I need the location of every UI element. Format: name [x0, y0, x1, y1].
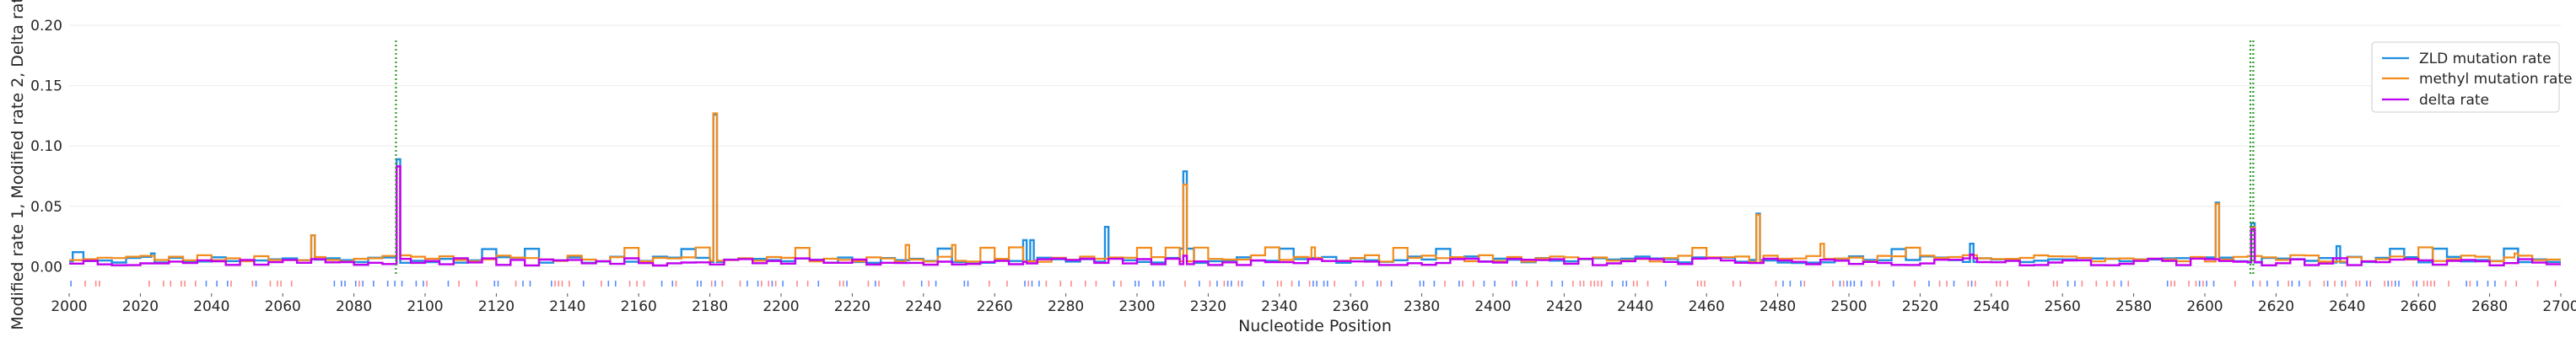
y-axis-ticks: 0.00 0.05 0.10 0.15 0.20	[30, 18, 62, 276]
x-tick-label: 2140	[549, 298, 585, 315]
x-tick-label: 2060	[265, 298, 301, 315]
x-axis-title: Nucleotide Position	[1238, 317, 1392, 335]
series-line-delta	[69, 165, 2561, 267]
x-tick-label: 2680	[2471, 298, 2508, 315]
x-tick-label: 2480	[1760, 298, 1796, 315]
x-tick-label: 2560	[2045, 298, 2081, 315]
x-tick-label: 2660	[2401, 298, 2437, 315]
x-tick-label: 2360	[1333, 298, 1369, 315]
x-tick-label: 2500	[1830, 298, 1867, 315]
x-tick-label: 2280	[1048, 298, 1084, 315]
x-axis-ticks: 2000 2020 2040 2060 2080 2100 2120 2140 2160 2180…	[51, 293, 2576, 315]
x-tick-label: 2100	[407, 298, 443, 315]
y-tick-label: 0.15	[30, 78, 62, 95]
x-tick-label: 2460	[1689, 298, 1725, 315]
x-tick-label: 2040	[193, 298, 229, 315]
x-tick-label: 2340	[1261, 298, 1297, 315]
x-tick-label: 2020	[122, 298, 159, 315]
legend-label-methyl: methyl mutation rate	[2419, 71, 2573, 88]
legend-label-delta: delta rate	[2419, 92, 2489, 109]
legend-box	[2371, 41, 2560, 113]
x-tick-label: 2400	[1474, 298, 1511, 315]
legend: ZLD mutation rate methyl mutation rate d…	[2371, 41, 2573, 113]
x-tick-label: 2160	[621, 298, 657, 315]
series-group	[69, 112, 2561, 267]
x-tick-label: 2520	[1902, 298, 1938, 315]
grid	[69, 24, 2561, 267]
x-tick-label: 2540	[1973, 298, 2009, 315]
marker-lines	[395, 40, 2255, 274]
x-tick-label: 2200	[763, 298, 799, 315]
y-tick-label: 0.20	[30, 18, 62, 35]
y-tick-label: 0.05	[30, 199, 62, 216]
x-tick-label: 2380	[1404, 298, 1440, 315]
y-tick-label: 0.10	[30, 138, 62, 155]
x-tick-label: 2000	[51, 298, 87, 315]
x-tick-label: 2440	[1617, 298, 1653, 315]
x-tick-label: 2240	[905, 298, 941, 315]
x-tick-label: 2080	[336, 298, 372, 315]
x-tick-label: 2260	[977, 298, 1013, 315]
y-axis-title: Modified rate 1, Modified rate 2, Delta …	[8, 0, 27, 330]
x-tick-label: 2600	[2186, 298, 2223, 315]
x-tick-label: 2300	[1118, 298, 1155, 315]
y-tick-label: 0.00	[30, 259, 62, 276]
x-tick-label: 2120	[478, 298, 515, 315]
x-tick-label: 2220	[834, 298, 870, 315]
x-tick-label: 2320	[1190, 298, 1226, 315]
sequence-rug	[70, 281, 2557, 287]
x-tick-label: 2620	[2258, 298, 2294, 315]
x-tick-label: 2640	[2329, 298, 2365, 315]
x-tick-label: 2180	[692, 298, 728, 315]
legend-label-zld: ZLD mutation rate	[2419, 51, 2552, 67]
x-tick-label: 2700	[2542, 298, 2576, 315]
x-tick-label: 2580	[2115, 298, 2152, 315]
x-tick-label: 2420	[1546, 298, 1582, 315]
